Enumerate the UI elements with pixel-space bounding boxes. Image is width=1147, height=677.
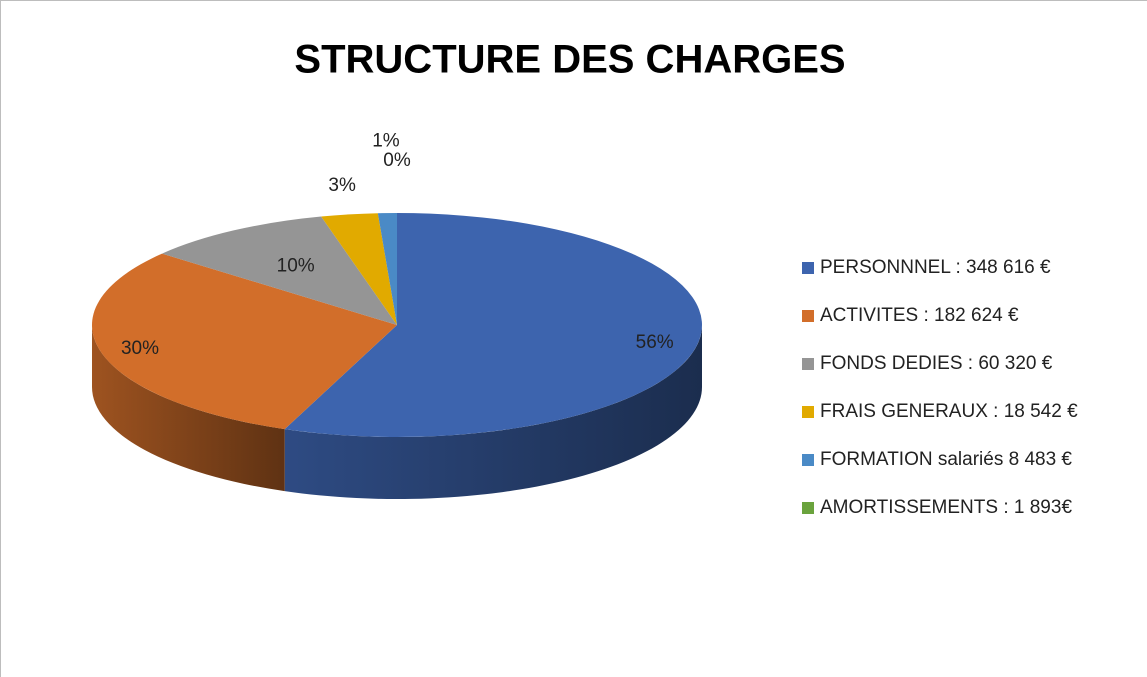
- legend-swatch: [802, 358, 814, 370]
- data-label: 56%: [636, 332, 674, 353]
- legend-swatch: [802, 262, 814, 274]
- slice: [284, 213, 702, 499]
- legend-label: AMORTISSEMENTS : 1 893€: [820, 497, 1072, 518]
- legend-swatch: [802, 454, 814, 466]
- slice-top: [284, 213, 702, 437]
- data-label: 10%: [277, 255, 315, 276]
- data-label: 1%: [372, 130, 400, 151]
- legend-swatch: [802, 310, 814, 322]
- legend-label: FONDS DEDIES : 60 320 €: [820, 353, 1053, 374]
- legend-swatch: [802, 406, 814, 418]
- slice: [321, 213, 397, 325]
- slice-top: [377, 213, 397, 325]
- data-label: 0%: [383, 150, 411, 171]
- legend-label: FORMATION salariés 8 483 €: [820, 449, 1072, 470]
- legend-swatch: [802, 502, 814, 514]
- data-label: 3%: [328, 175, 356, 196]
- slice: [377, 213, 397, 325]
- legend-label: PERSONNNEL : 348 616 €: [820, 257, 1051, 278]
- data-label: 30%: [121, 338, 159, 359]
- slice-side: [284, 325, 702, 499]
- slice: [91, 253, 397, 492]
- legend-label: FRAIS GENERAUX : 18 542 €: [820, 401, 1078, 422]
- chart-title: STRUCTURE DES CHARGES: [294, 38, 845, 82]
- slice-top: [161, 216, 397, 325]
- slice-top: [321, 213, 397, 325]
- legend-label: ACTIVITES : 182 624 €: [820, 305, 1019, 326]
- slice: [161, 216, 397, 325]
- slice-top: [91, 253, 397, 430]
- slice-side: [92, 325, 285, 492]
